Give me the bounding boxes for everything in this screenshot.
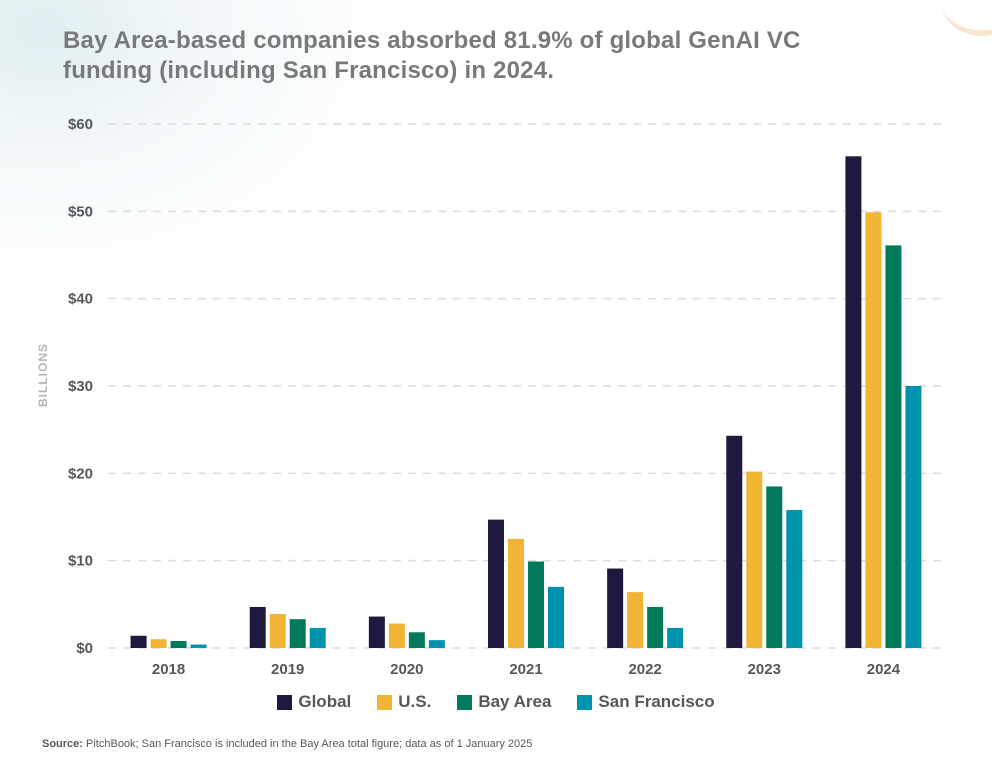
- y-tick-label: $30: [68, 378, 93, 395]
- source-label: Source:: [42, 738, 83, 750]
- y-tick-label: $60: [68, 116, 93, 133]
- bar-san-francisco-2021: [548, 586, 564, 648]
- bar-global-2024: [845, 156, 862, 648]
- bar-u-s--2020: [388, 623, 405, 648]
- legend-swatch: [577, 694, 593, 710]
- bar-bay-area-2023: [766, 486, 783, 648]
- legend-label: San Francisco: [598, 692, 715, 711]
- legend-item: U.S.: [377, 692, 431, 712]
- legend-label: Bay Area: [478, 692, 552, 711]
- bar-u-s--2019: [269, 613, 286, 648]
- bar-bay-area-2018: [170, 641, 187, 648]
- legend: Global U.S. Bay Area San Francisco: [0, 692, 992, 712]
- legend-swatch: [377, 694, 393, 710]
- bar-u-s--2024: [865, 212, 882, 648]
- x-tick-label: 2024: [867, 661, 901, 678]
- legend-item: Bay Area: [457, 692, 551, 712]
- y-tick-label: $50: [68, 203, 93, 220]
- x-axis-ticks: 2018 2019 2020 2021 2022 2023 2024: [152, 661, 901, 678]
- bar-bay-area-2020: [408, 632, 425, 648]
- bar-san-francisco-2024: [905, 386, 922, 648]
- bar-global-2018: [130, 635, 147, 648]
- source-note: Source: PitchBook; San Francisco is incl…: [42, 738, 532, 750]
- bar-san-francisco-2019: [309, 627, 326, 648]
- bar-global-2021: [488, 519, 504, 648]
- y-axis-label: BILLIONS: [36, 343, 50, 407]
- bar-bay-area-2019: [289, 619, 306, 648]
- x-tick-label: 2022: [628, 661, 661, 678]
- legend-swatch: [457, 694, 473, 710]
- bar-global-2023: [726, 435, 743, 648]
- bar-global-2022: [607, 568, 624, 648]
- legend-label: U.S.: [398, 692, 432, 711]
- legend-item: Global: [277, 692, 351, 712]
- gridlines: [108, 123, 942, 649]
- bar-bay-area-2024: [885, 245, 902, 649]
- bar-u-s--2018: [150, 639, 167, 648]
- y-tick-label: $20: [68, 465, 93, 482]
- y-tick-label: $40: [68, 291, 93, 308]
- bar-u-s--2021: [508, 538, 524, 648]
- legend-label: Global: [298, 692, 352, 711]
- y-tick-label: $0: [76, 640, 93, 657]
- chart-title: Bay Area-based companies absorbed 81.9% …: [63, 27, 801, 84]
- source-text: PitchBook; San Francisco is included in …: [82, 738, 533, 750]
- bar-global-2020: [368, 616, 385, 648]
- x-tick-label: 2018: [152, 661, 185, 678]
- x-tick-label: 2020: [390, 661, 423, 678]
- bar-san-francisco-2018: [190, 644, 207, 648]
- bar-u-s--2023: [746, 471, 763, 648]
- bar-san-francisco-2022: [667, 627, 684, 648]
- bar-u-s--2022: [627, 592, 644, 648]
- x-tick-label: 2021: [509, 661, 542, 678]
- bars: [130, 156, 922, 649]
- legend-swatch: [277, 694, 293, 710]
- y-tick-label: $10: [68, 553, 93, 570]
- y-axis-ticks: $0 $10 $20 $30 $40 $50 $60: [68, 116, 93, 657]
- bar-global-2019: [249, 606, 266, 648]
- legend-item: San Francisco: [577, 692, 715, 712]
- bar-bay-area-2022: [647, 606, 664, 648]
- bar-bay-area-2021: [528, 561, 544, 648]
- bar-san-francisco-2020: [428, 640, 445, 648]
- bar-san-francisco-2023: [786, 510, 803, 648]
- x-tick-label: 2019: [271, 661, 304, 678]
- x-tick-label: 2023: [748, 661, 781, 678]
